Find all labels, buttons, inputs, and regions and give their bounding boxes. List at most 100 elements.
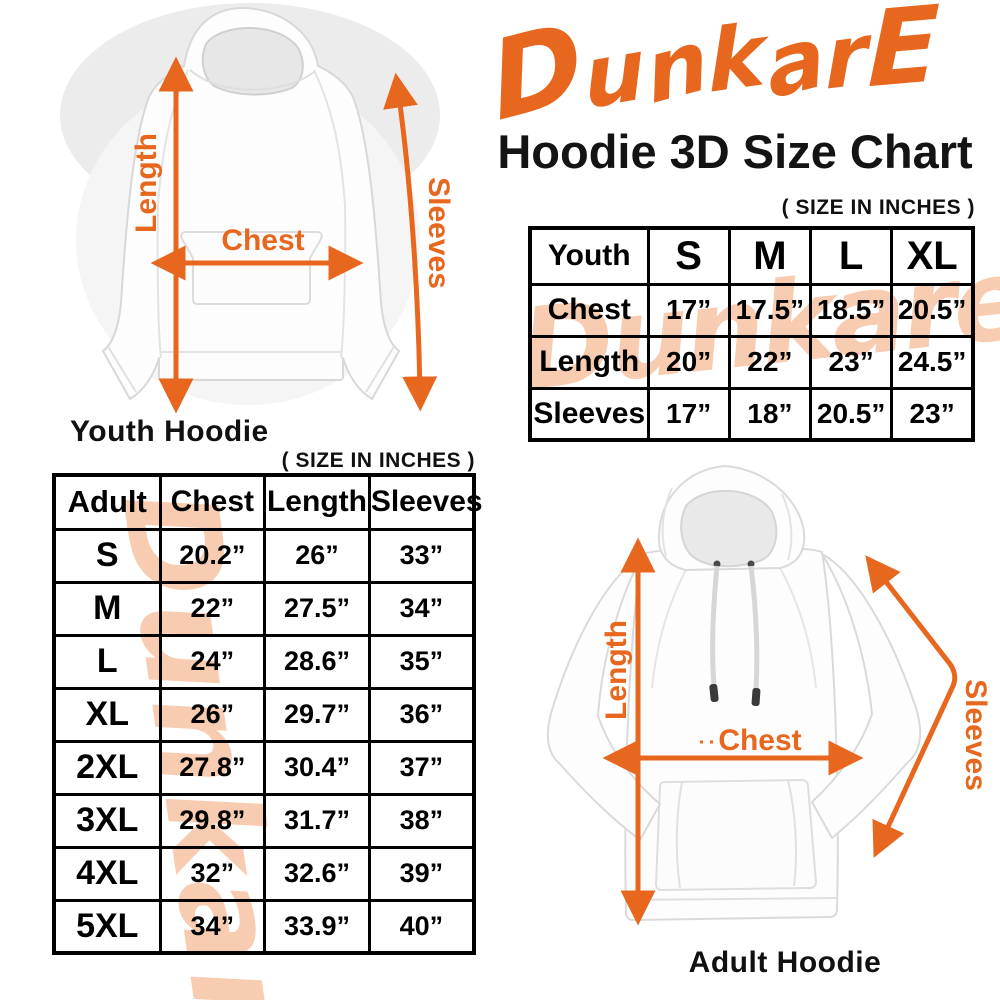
youth-hoodie-caption: Youth Hoodie bbox=[70, 415, 269, 448]
adult-measure-arrows bbox=[602, 537, 958, 926]
size-table-cell: 18.5” bbox=[808, 282, 894, 338]
size-table-col-header: Sleeves bbox=[367, 473, 483, 531]
size-table-row-label: 3XL bbox=[52, 792, 162, 849]
adult-chest-label: Chest bbox=[718, 724, 802, 757]
size-table-cell: 31.7” bbox=[263, 792, 371, 849]
youth-sleeves-arrow bbox=[383, 72, 438, 412]
size-table-col-header: Length bbox=[263, 473, 371, 531]
size-table-row: 4XL 32” 32.6” 39” bbox=[52, 845, 476, 902]
size-table-cell: 26” bbox=[158, 686, 267, 743]
size-table-row-label: 5XL bbox=[52, 898, 162, 955]
size-table-row-label: L bbox=[52, 633, 162, 690]
size-table-cell: 17” bbox=[646, 282, 731, 338]
adult-size-table: Dunkare Adult Chest Length Sleeves S 20.2” 26”… bbox=[52, 473, 483, 1000]
youth-length-label: Length bbox=[130, 133, 163, 233]
youth-measure-arrows bbox=[150, 56, 438, 414]
size-table-cell: 17.5” bbox=[727, 282, 813, 338]
size-table-cell: 36” bbox=[367, 686, 476, 743]
size-table-cell: 23” bbox=[890, 386, 975, 442]
size-table-col-header: M bbox=[727, 226, 813, 286]
youth-hoodie-photo bbox=[60, 3, 440, 405]
size-table-cell: 29.7” bbox=[263, 686, 371, 743]
logo-char: E bbox=[867, 0, 943, 112]
size-table-cell: 34” bbox=[367, 580, 476, 637]
left-sleeve bbox=[546, 555, 661, 841]
adult-size-note: ( SIZE IN INCHES ) bbox=[281, 449, 475, 472]
size-table-corner: Youth bbox=[528, 226, 650, 286]
size-table-cell: 34” bbox=[158, 898, 267, 955]
size-table-row: Sleeves 17” 18” 20.5” 23” bbox=[528, 386, 975, 442]
youth-size-note: ( SIZE IN INCHES ) bbox=[781, 196, 975, 219]
size-table-cell: 32.6” bbox=[263, 845, 371, 902]
adult-hoodie-figure: Length Chest Sleeves Adult Hoodie bbox=[490, 458, 1000, 1000]
size-table-cell: 20.5” bbox=[808, 386, 894, 442]
size-table-row: M 22” 27.5” 34” bbox=[52, 580, 476, 637]
size-table-row: 2XL 27.8” 30.4” 37” bbox=[52, 739, 476, 796]
logo-char: a bbox=[759, 6, 833, 119]
size-table-cell: 18” bbox=[727, 386, 813, 442]
size-table-row: Chest 17” 17.5” 18.5” 20.5” bbox=[528, 282, 975, 338]
size-table-cell: 27.5” bbox=[263, 580, 371, 637]
size-table-row-label: M bbox=[52, 580, 162, 637]
size-table-header-row: Youth S M L XL bbox=[528, 226, 975, 286]
size-table-cell: 20.5” bbox=[890, 282, 975, 338]
size-table-row-label: Length bbox=[528, 334, 650, 390]
adult-hoodie-photo bbox=[546, 465, 922, 921]
kangaroo-pocket bbox=[654, 778, 818, 892]
size-table-header-row: Adult Chest Length Sleeves bbox=[52, 473, 483, 531]
size-table-row-label: Sleeves bbox=[528, 386, 650, 442]
size-table-cell: 30.4” bbox=[263, 739, 371, 796]
adult-length-label: Length bbox=[600, 620, 633, 720]
logo-char: r bbox=[823, 4, 870, 110]
youth-chest-label: Chest bbox=[221, 224, 305, 257]
size-table-cell: 33.9” bbox=[263, 898, 371, 955]
size-table-row: S 20.2” 26” 33” bbox=[52, 527, 476, 584]
size-table-cell: 39” bbox=[367, 845, 476, 902]
adult-size-table-grid: Adult Chest Length Sleeves S 20.2” 26” 33” M 22” 2… bbox=[52, 473, 483, 955]
youth-size-table: Dunkare Youth S M L XL Chest 17” 17.5” 18.5” 20.5… bbox=[515, 226, 1000, 442]
size-table-cell: 38” bbox=[367, 792, 476, 849]
size-table-row-label: 2XL bbox=[52, 739, 162, 796]
adult-hoodie-caption: Adult Hoodie bbox=[688, 946, 882, 979]
size-table-row-label: 4XL bbox=[52, 845, 162, 902]
youth-hoodie-figure: Length Chest Sleeves Youth Hoodie bbox=[30, 0, 470, 450]
logo-char: k bbox=[705, 5, 768, 113]
size-table-row: XL 26” 29.7” 36” bbox=[52, 686, 476, 743]
size-table-cell: 17” bbox=[646, 386, 731, 442]
size-table-cell: 32” bbox=[158, 845, 267, 902]
size-table-col-header: Chest bbox=[158, 473, 267, 531]
size-table-cell: 22” bbox=[727, 334, 813, 390]
size-table-cell: 22” bbox=[158, 580, 267, 637]
size-table-row: Length 20” 22” 23” 24.5” bbox=[528, 334, 975, 390]
hood-opening bbox=[680, 489, 778, 568]
size-table-corner: Adult bbox=[52, 473, 162, 531]
size-table-row: 3XL 29.8” 31.7” 38” bbox=[52, 792, 476, 849]
adult-hoodie-drawing bbox=[546, 465, 958, 926]
size-table-cell: 37” bbox=[367, 739, 476, 796]
size-table-row-label: S bbox=[52, 527, 162, 584]
size-table-cell: 40” bbox=[367, 898, 476, 955]
logo-char: u bbox=[580, 19, 650, 130]
page-title: Hoodie 3D Size Chart bbox=[497, 125, 973, 178]
size-table-col-header: XL bbox=[890, 226, 975, 286]
size-table-cell: 35” bbox=[367, 633, 476, 690]
youth-hoodie-drawing bbox=[60, 3, 440, 414]
size-table-cell: 20.2” bbox=[158, 527, 267, 584]
drawstring bbox=[748, 565, 760, 691]
drawstring bbox=[710, 565, 720, 687]
youth-sleeves-label: Sleeves bbox=[422, 177, 455, 289]
size-table-cell: 27.8” bbox=[158, 739, 267, 796]
size-table-cell: 24” bbox=[158, 633, 267, 690]
adult-sleeves-label: Sleeves bbox=[959, 679, 992, 791]
size-table-col-header: S bbox=[646, 226, 731, 286]
size-table-col-header: L bbox=[808, 226, 894, 286]
size-table-cell: 24.5” bbox=[890, 334, 975, 390]
size-table-cell: 29.8” bbox=[158, 792, 267, 849]
size-table-cell: 23” bbox=[808, 334, 894, 390]
size-table-cell: 20” bbox=[646, 334, 731, 390]
size-table-row-label: Chest bbox=[528, 282, 650, 338]
youth-size-table-grid: Youth S M L XL Chest 17” 17.5” 18.5” 20.5” Length 2… bbox=[528, 226, 975, 442]
size-table-cell: 26” bbox=[263, 527, 371, 584]
size-table-cell: 28.6” bbox=[263, 633, 371, 690]
